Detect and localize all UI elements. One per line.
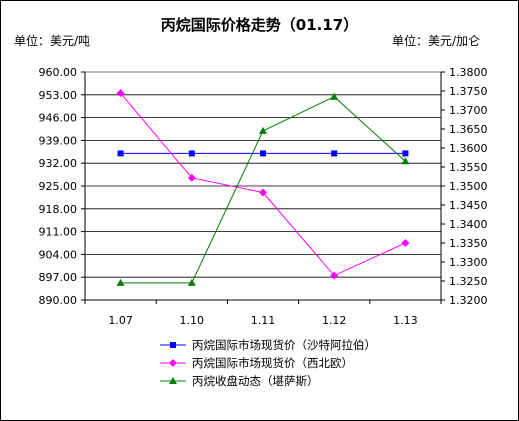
left-axis-tick-label: 918.00 (39, 203, 78, 216)
x-axis-tick-label: 1.12 (322, 314, 347, 327)
axes: 960.00 953.00 946.00 939.00 932.00 925.00 918.… (39, 66, 488, 327)
legend-marker (169, 377, 177, 384)
data-point (117, 150, 124, 157)
data-point (187, 278, 196, 286)
data-point (187, 173, 196, 182)
data-point (401, 239, 410, 247)
left-axis-tick-label: 904.00 (39, 248, 78, 261)
left-axis-tick-label: 925.00 (39, 180, 78, 193)
right-axis-tick-label: 1.3250 (449, 275, 488, 288)
left-axis-unit: 单位：美元/吨 (14, 34, 91, 48)
chart-title: 丙烷国际价格走势（01.17） (160, 16, 359, 34)
data-point (401, 157, 410, 165)
legend-label: 丙烷国际市场现货价（西北欧） (192, 356, 353, 370)
right-axis-tick-label: 1.3500 (449, 180, 488, 193)
right-axis-tick-label: 1.3550 (449, 161, 488, 174)
right-axis-tick-label: 1.3200 (449, 294, 488, 307)
data-point (331, 150, 338, 157)
left-axis-tick-label: 897.00 (39, 271, 78, 284)
data-point (116, 89, 125, 98)
x-axis-tick-label: 1.11 (251, 314, 276, 327)
right-axis-tick-label: 1.3400 (449, 218, 488, 231)
left-axis-tick-label: 939.00 (39, 134, 78, 147)
data-point (402, 150, 409, 157)
left-axis-tick-label: 911.00 (39, 226, 78, 239)
left-axis-tick-label: 890.00 (39, 294, 78, 307)
legend-marker (170, 342, 176, 348)
data-point (330, 271, 339, 280)
right-axis-tick-label: 1.3450 (449, 199, 488, 212)
data-point (260, 150, 266, 157)
legend-label: 丙烷国际市场现货价（沙特阿拉伯） (192, 338, 376, 352)
right-axis-tick-label: 1.3650 (449, 123, 488, 136)
right-axis-tick-label: 1.3300 (449, 256, 488, 269)
x-axis-tick-label: 1.10 (180, 314, 205, 327)
data-point (330, 92, 339, 100)
left-axis-tick-label: 932.00 (39, 157, 78, 170)
right-axis-tick-label: 1.3600 (449, 142, 488, 155)
legend-marker (169, 359, 177, 367)
left-axis-tick-label: 946.00 (39, 112, 78, 125)
grid-lines (84, 71, 442, 301)
right-axis-tick-label: 1.3750 (449, 85, 488, 98)
x-axis-tick-label: 1.07 (108, 314, 133, 327)
legend-label: 丙烷收盘动态（堪萨斯） (192, 374, 319, 388)
series-group (116, 89, 410, 286)
data-point (259, 188, 267, 197)
right-axis-tick-label: 1.3350 (449, 237, 488, 250)
left-axis-tick-label: 960.00 (39, 66, 78, 79)
right-axis-tick-label: 1.3700 (449, 104, 488, 117)
right-axis-tick-label: 1.3800 (449, 66, 488, 79)
right-axis-unit: 单位：美元/加仑 (392, 34, 481, 48)
data-point (116, 278, 125, 286)
data-point (259, 126, 267, 134)
left-axis-tick-label: 953.00 (39, 89, 78, 102)
data-point (188, 150, 195, 157)
legend: 丙烷国际市场现货价（沙特阿拉伯） 丙烷国际市场现货价（西北欧） 丙烷收盘动态（堪萨斯… (160, 338, 376, 388)
x-axis-tick-label: 1.13 (393, 314, 418, 327)
